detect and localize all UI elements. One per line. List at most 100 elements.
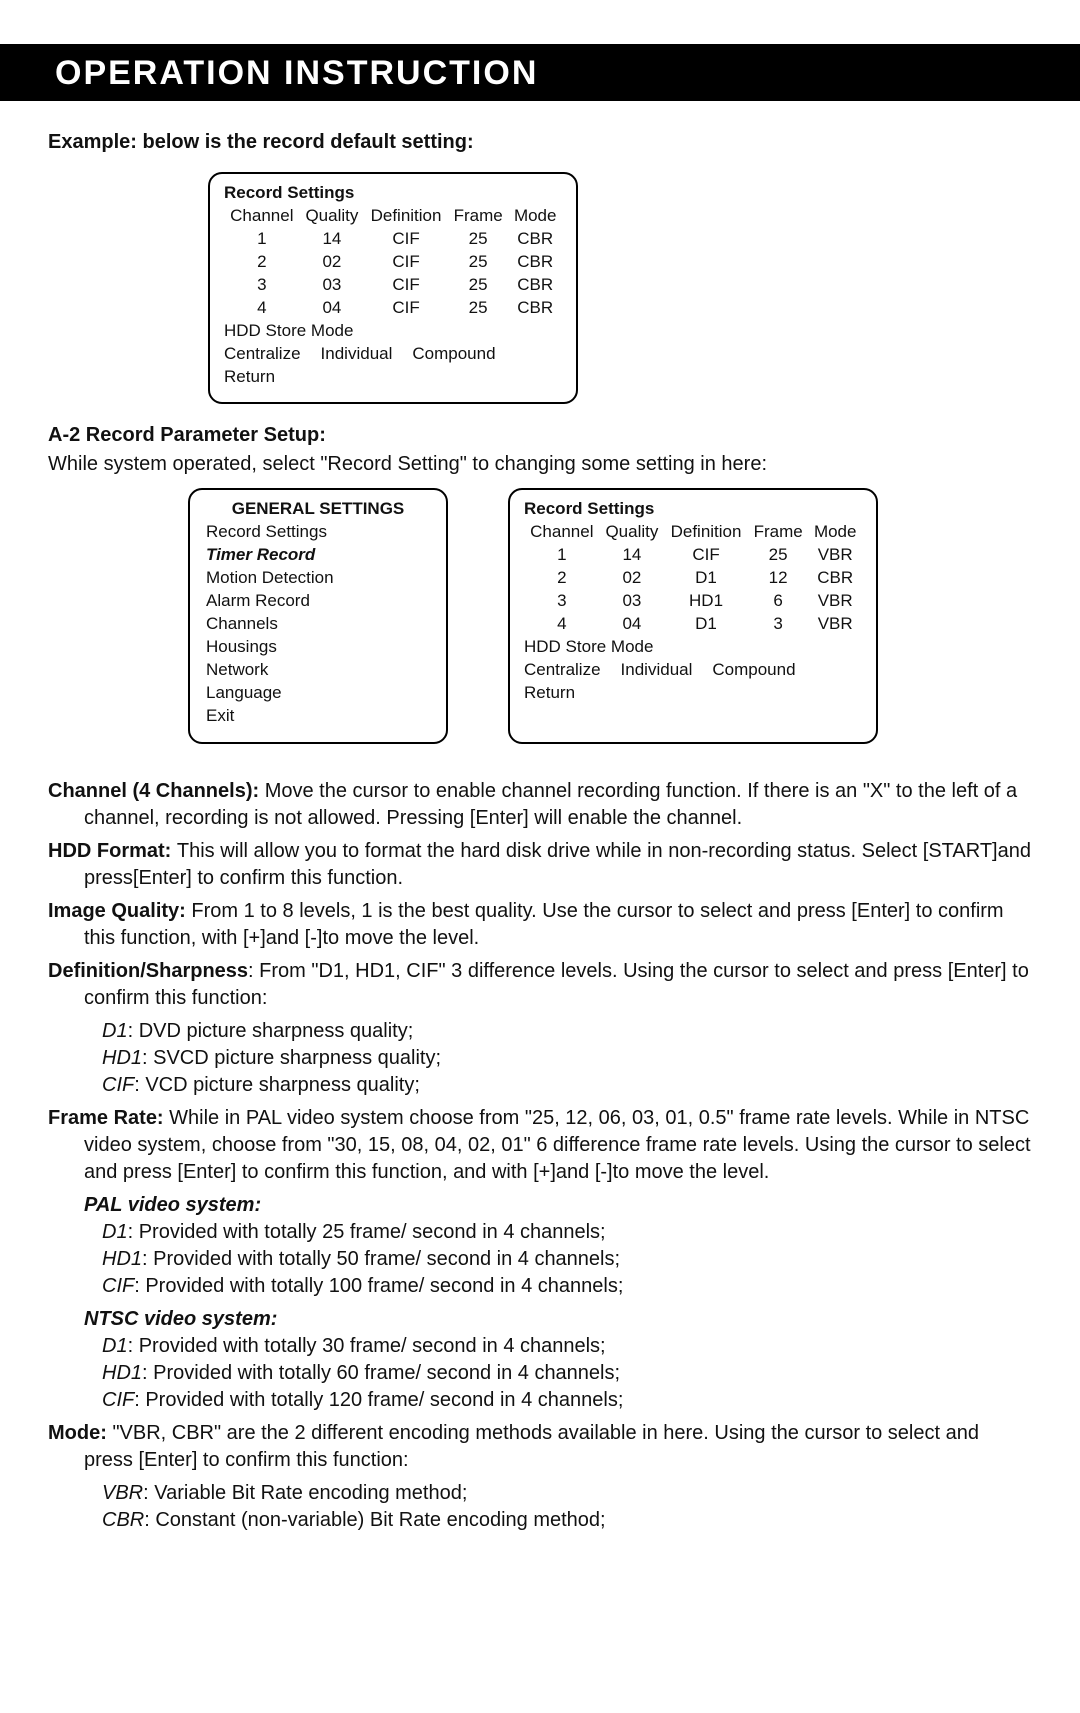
k: VBR	[102, 1482, 143, 1504]
menu-item-housings: Housings	[204, 636, 432, 659]
k: D1	[102, 1221, 128, 1243]
k: CIF	[102, 1275, 134, 1297]
menu-item-language: Language	[204, 682, 432, 705]
cell: 25	[448, 251, 509, 274]
cell: 3	[748, 613, 809, 636]
v: : SVCD picture sharpness quality;	[142, 1047, 441, 1069]
def-mode: Mode: "VBR, CBR" are the 2 different enc…	[48, 1420, 1032, 1474]
record-settings-2-title: Record Settings	[524, 498, 862, 521]
col-channel: Channel	[224, 205, 300, 228]
cell: 2	[224, 251, 300, 274]
cell: D1	[664, 613, 748, 636]
table-row: 4 04 D1 3 VBR	[524, 613, 862, 636]
page: OPERATION INSTRUCTION Example: below is …	[0, 44, 1080, 1713]
k: HD1	[102, 1248, 142, 1270]
def-frame-label: Frame Rate:	[48, 1107, 169, 1129]
cell: HD1	[664, 590, 748, 613]
pal-lines: D1: Provided with totally 25 frame/ seco…	[48, 1219, 1032, 1300]
content: Example: below is the record default set…	[0, 101, 1080, 1534]
cell: 2	[524, 567, 600, 590]
cell: 1	[224, 228, 300, 251]
cell: CBR	[508, 297, 562, 320]
page-header: OPERATION INSTRUCTION	[0, 44, 1080, 101]
record-default-title: Record Settings	[224, 182, 562, 205]
cell: 25	[448, 274, 509, 297]
menu-item-timer-record: Timer Record	[204, 544, 432, 567]
hdd-mode-centralize: Centralize	[224, 343, 301, 366]
cell: 02	[600, 567, 665, 590]
ntsc-cif: CIF: Provided with totally 120 frame/ se…	[102, 1387, 1032, 1414]
def-frame-text: While in PAL video system choose from "2…	[84, 1107, 1031, 1183]
sharpness-hd1: HD1: SVCD picture sharpness quality;	[102, 1045, 1032, 1072]
col-mode: Mode	[808, 521, 862, 544]
pal-heading: PAL video system:	[48, 1192, 1032, 1219]
v: : DVD picture sharpness quality;	[128, 1020, 414, 1042]
cell: 4	[224, 297, 300, 320]
hdd-mode-individual: Individual	[621, 659, 693, 682]
cell: VBR	[808, 590, 862, 613]
k: D1	[102, 1335, 128, 1357]
hdd-store-mode-label: HDD Store Mode	[224, 320, 562, 343]
def-hdd: HDD Format: This will allow you to forma…	[48, 838, 1032, 892]
cell: 6	[748, 590, 809, 613]
pal-cif: CIF: Provided with totally 100 frame/ se…	[102, 1273, 1032, 1300]
boxes-row: GENERAL SETTINGS Record Settings Timer R…	[48, 488, 1032, 743]
def-hdd-text: This will allow you to format the hard d…	[84, 840, 1031, 889]
table-row: 3 03 HD1 6 VBR	[524, 590, 862, 613]
def-image-text: From 1 to 8 levels, 1 is the best qualit…	[84, 900, 1004, 949]
def-hdd-label: HDD Format:	[48, 840, 177, 862]
ntsc-lines: D1: Provided with totally 30 frame/ seco…	[48, 1333, 1032, 1414]
v: : Provided with totally 25 frame/ second…	[128, 1221, 606, 1243]
table-row: 1 14 CIF 25 VBR	[524, 544, 862, 567]
table-row: 2 02 D1 12 CBR	[524, 567, 862, 590]
record-settings-box-2: Record Settings Channel Quality Definiti…	[508, 488, 878, 743]
cell: 14	[300, 228, 365, 251]
cell: 3	[224, 274, 300, 297]
def-channel-label: Channel (4 Channels):	[48, 780, 265, 802]
def-image: Image Quality: From 1 to 8 levels, 1 is …	[48, 898, 1032, 952]
a2-heading: A-2 Record Parameter Setup:	[48, 424, 1032, 447]
menu-item-motion-detection: Motion Detection	[204, 567, 432, 590]
col-channel: Channel	[524, 521, 600, 544]
k: CIF	[102, 1389, 134, 1411]
cell: CBR	[808, 567, 862, 590]
pal-hd1: HD1: Provided with totally 50 frame/ sec…	[102, 1246, 1032, 1273]
cell: 3	[524, 590, 600, 613]
k: CBR	[102, 1509, 144, 1531]
def-mode-sub: VBR: Variable Bit Rate encoding method; …	[48, 1480, 1032, 1534]
menu-item-record-settings: Record Settings	[204, 521, 432, 544]
sharpness-cif: CIF: VCD picture sharpness quality;	[102, 1072, 1032, 1099]
v: : Provided with totally 60 frame/ second…	[142, 1362, 620, 1384]
hdd-mode-compound: Compound	[712, 659, 795, 682]
cell: 25	[448, 297, 509, 320]
def-sharpness-sub: D1: DVD picture sharpness quality; HD1: …	[48, 1018, 1032, 1099]
menu-item-exit: Exit	[204, 705, 432, 728]
def-mode-label: Mode:	[48, 1422, 112, 1444]
mode-vbr: VBR: Variable Bit Rate encoding method;	[102, 1480, 1032, 1507]
cell: CBR	[508, 274, 562, 297]
v: : VCD picture sharpness quality;	[134, 1074, 420, 1096]
v: : Provided with totally 100 frame/ secon…	[134, 1275, 623, 1297]
k: CIF	[102, 1074, 134, 1096]
hdd-modes-row: Centralize Individual Compound	[224, 343, 562, 366]
cell: 03	[600, 590, 665, 613]
cell: 12	[748, 567, 809, 590]
general-settings-menu: Record Settings Timer Record Motion Dete…	[204, 521, 432, 727]
cell: VBR	[808, 613, 862, 636]
def-mode-text: "VBR, CBR" are the 2 different encoding …	[84, 1422, 979, 1471]
example-heading: Example: below is the record default set…	[48, 131, 1032, 154]
record-default-box-wrap: Record Settings Channel Quality Definiti…	[48, 172, 1032, 404]
cell: CIF	[364, 228, 448, 251]
table-row: 4 04 CIF 25 CBR	[224, 297, 562, 320]
record-settings-2-table: Channel Quality Definition Frame Mode 1 …	[524, 521, 862, 636]
sharpness-d1: D1: DVD picture sharpness quality;	[102, 1018, 1032, 1045]
cell: CIF	[364, 297, 448, 320]
cell: 04	[300, 297, 365, 320]
menu-item-network: Network	[204, 659, 432, 682]
cell: CIF	[364, 274, 448, 297]
cell: CBR	[508, 251, 562, 274]
col-frame: Frame	[748, 521, 809, 544]
def-frame: Frame Rate: While in PAL video system ch…	[48, 1105, 1032, 1186]
col-mode: Mode	[508, 205, 562, 228]
v: : Provided with totally 120 frame/ secon…	[134, 1389, 623, 1411]
